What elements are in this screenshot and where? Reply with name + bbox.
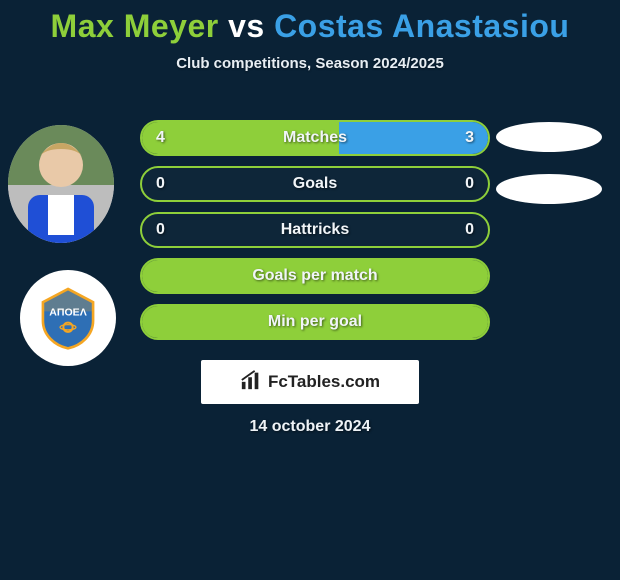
stat-label: Goals per match — [142, 260, 488, 292]
brand-text: FcTables.com — [268, 372, 380, 392]
stat-label: Goals — [142, 168, 488, 200]
stat-bars: 4Matches30Goals00Hattricks0Goals per mat… — [140, 120, 490, 350]
date: 14 october 2024 — [0, 418, 620, 436]
comparison-title: Max Meyer vs Costas Anastasiou — [0, 0, 620, 45]
player2-name: Costas Anastasiou — [274, 8, 569, 44]
subtitle: Club competitions, Season 2024/2025 — [0, 55, 620, 72]
stat-label: Hattricks — [142, 214, 488, 246]
player2-photo-placeholder-1 — [496, 122, 602, 152]
vs-text: vs — [228, 8, 265, 44]
stat-row: Goals per match — [140, 258, 490, 294]
stat-row: 0Hattricks0 — [140, 212, 490, 248]
player1-name: Max Meyer — [51, 8, 219, 44]
stat-row: Min per goal — [140, 304, 490, 340]
player1-club-crest: ΑΠΟΕΛ — [20, 270, 116, 366]
stat-label: Matches — [142, 122, 488, 154]
stat-value-right: 0 — [465, 168, 474, 200]
stat-label: Min per goal — [142, 306, 488, 338]
stat-row: 0Goals0 — [140, 166, 490, 202]
svg-text:ΑΠΟΕΛ: ΑΠΟΕΛ — [49, 306, 87, 318]
bar-chart-icon — [240, 369, 262, 396]
player2-photo-placeholder-2 — [496, 174, 602, 204]
brand-badge: FcTables.com — [201, 360, 419, 404]
player1-photo — [8, 125, 114, 243]
stat-row: 4Matches3 — [140, 120, 490, 156]
stat-value-right: 3 — [465, 122, 474, 154]
stat-value-right: 0 — [465, 214, 474, 246]
